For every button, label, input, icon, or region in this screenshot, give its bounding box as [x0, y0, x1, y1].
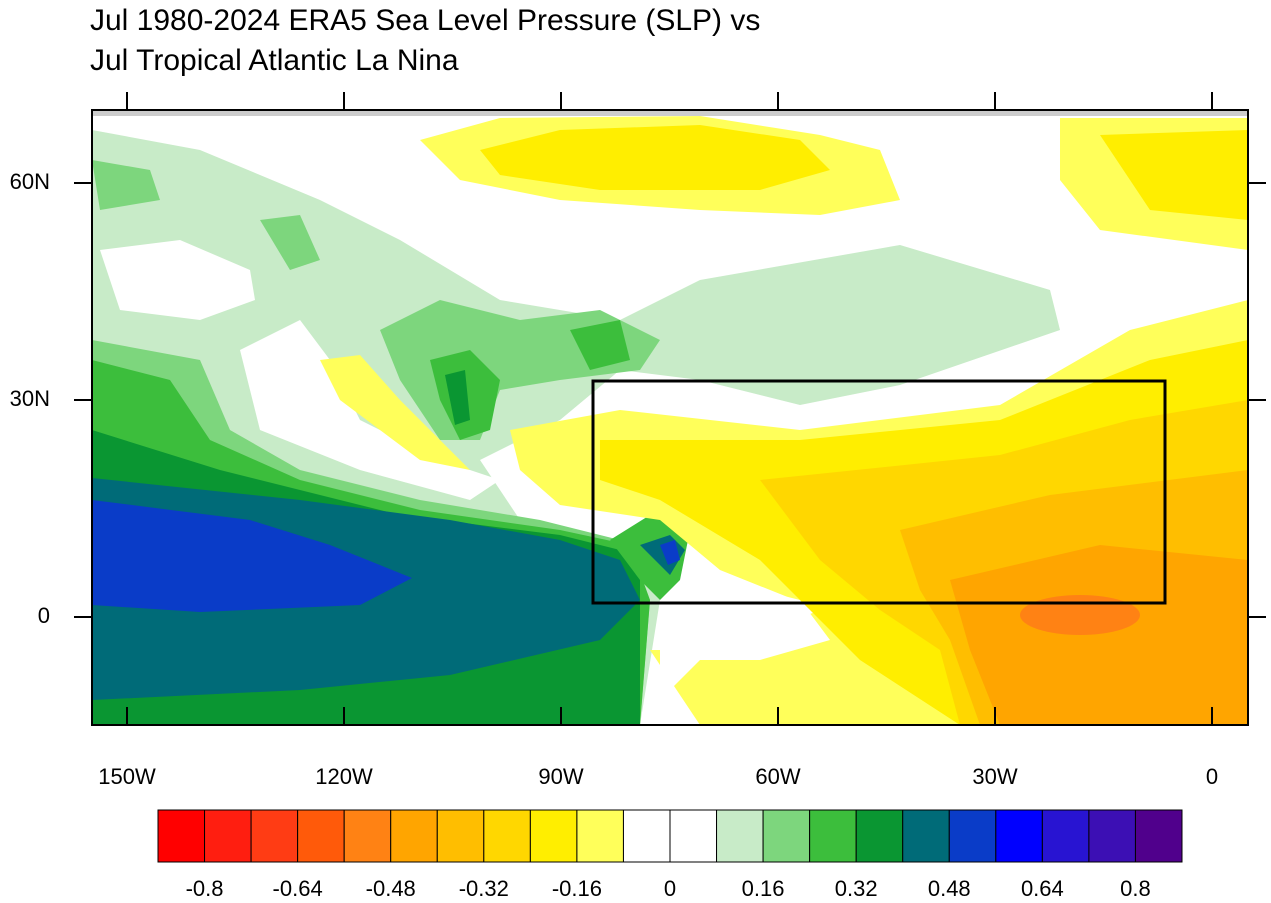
x-tick-label: 0 [1206, 764, 1218, 789]
colorbar-swatch [716, 809, 764, 863]
colorbar-swatch [204, 809, 252, 863]
colorbar-label: 0.64 [1021, 876, 1064, 901]
colorbar-swatch [436, 809, 485, 863]
colorbar-swatch [948, 809, 997, 863]
colorbar-swatch [1134, 809, 1183, 863]
colorbar-swatch [622, 809, 671, 863]
colorbar-swatch [669, 809, 718, 863]
colorbar-swatch [297, 809, 345, 863]
slp-field [92, 110, 1248, 725]
colorbar-label: -0.32 [459, 876, 509, 901]
colorbar-swatch [855, 809, 904, 863]
colorbar-swatch [1088, 809, 1136, 863]
title-line: Jul 1980-2024 ERA5 Sea Level Pressure (S… [90, 4, 760, 37]
colorbar-swatch [762, 809, 811, 863]
colorbar-swatch [250, 809, 299, 863]
y-tick-label: 30N [10, 386, 50, 411]
colorbar-swatch [483, 809, 531, 863]
x-tick-label: 150W [98, 764, 156, 789]
colorbar-swatch [902, 809, 950, 863]
colorbar-label: -0.16 [552, 876, 602, 901]
colorbar-swatch [995, 809, 1043, 863]
colorbar-swatch [343, 809, 392, 863]
colorbar-label: 0 [664, 876, 676, 901]
y-tick-label: 60N [10, 169, 50, 194]
colorbar-label: 0.8 [1120, 876, 1151, 901]
colorbar-label: -0.8 [186, 876, 224, 901]
x-tick-label: 60W [755, 764, 800, 789]
colorbar-swatch [157, 809, 206, 863]
x-tick-label: 120W [315, 764, 373, 789]
title-line: Jul Tropical Atlantic La Nina [90, 44, 459, 77]
map-frame [91, 109, 1249, 726]
colorbar-label: -0.64 [273, 876, 323, 901]
colorbar-swatch [809, 809, 857, 863]
colorbar-label: -0.48 [366, 876, 416, 901]
x-tick-label: 30W [972, 764, 1017, 789]
colorbar-label: 0.32 [835, 876, 878, 901]
colorbar-swatch [576, 809, 624, 863]
x-tick-label: 90W [538, 764, 583, 789]
colorbar-label: 0.48 [928, 876, 971, 901]
colorbar-swatch [1041, 809, 1090, 863]
colorbar-swatch [529, 809, 578, 863]
colorbar-swatch [390, 809, 438, 863]
y-tick-label: 0 [38, 603, 50, 628]
colorbar-label: 0.16 [742, 876, 785, 901]
